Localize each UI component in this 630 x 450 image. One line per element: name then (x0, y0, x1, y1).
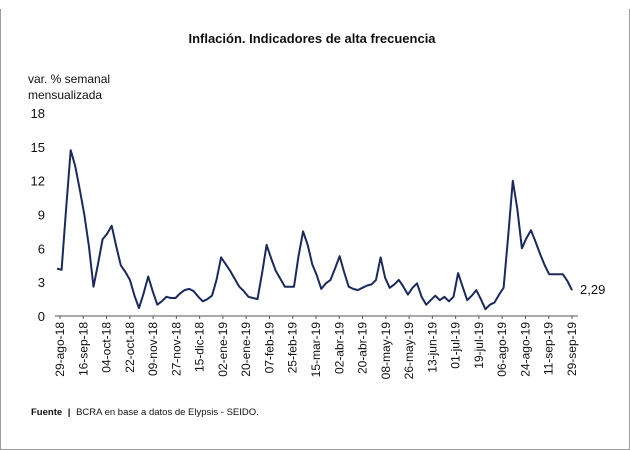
x-tick-label: 19-jul-19 (472, 322, 486, 369)
y-tick-label: 0 (38, 309, 45, 324)
x-tick-label: 26-may-19 (402, 322, 416, 380)
x-tick-labels: 29-ago-18 16-sep-18 04-oct-18 22-oct-18 09-n… (53, 322, 579, 380)
x-tick-label: 04-oct-18 (100, 322, 114, 373)
x-tick-label: 20-abr-19 (356, 322, 370, 374)
x-tick-label: 22-oct-18 (123, 322, 137, 373)
y-tick-label: 15 (31, 140, 45, 155)
x-tick-label: 29-ago-18 (53, 322, 67, 377)
chart-title: Inflación. Indicadores de alta frecuenci… (188, 31, 436, 46)
y-axis-label-line-2: mensualizada (28, 88, 102, 102)
x-tick-label: 16-sep-18 (76, 322, 90, 376)
x-tick-label: 13-jun-19 (425, 322, 439, 373)
x-tick-label: 15-dic-18 (193, 322, 207, 372)
x-tick-label: 29-sep-19 (565, 322, 579, 376)
x-tick-label: 08-may-19 (379, 322, 393, 380)
y-tick-label: 12 (31, 174, 45, 189)
y-tick-labels: 0 3 6 9 12 15 18 (31, 106, 45, 324)
x-tick-label: 01-jul-19 (449, 322, 463, 369)
x-tick-label: 09-nov-18 (146, 322, 160, 376)
x-tick-label: 06-ago-19 (495, 322, 509, 377)
source-note: Fuente | BCRA en base a datos de Elypsis… (31, 407, 259, 418)
x-tick-label: 02-ene-19 (216, 322, 230, 377)
x-tick-label: 25-feb-19 (286, 322, 300, 374)
y-tick-label: 3 (38, 275, 45, 290)
x-tick-label: 02-abr-19 (332, 322, 346, 374)
x-tick-label: 07-feb-19 (262, 322, 276, 374)
x-tick-label: 24-ago-19 (518, 322, 532, 377)
source-text: BCRA en base a datos de Elypsis - SEIDO. (76, 407, 259, 418)
x-tick-label: 11-sep-19 (542, 322, 556, 375)
x-tick-label: 15-mar-19 (309, 322, 323, 378)
y-tick-label: 9 (38, 208, 45, 223)
x-tick-label: 20-ene-19 (239, 322, 253, 377)
source-separator: | (68, 407, 71, 418)
x-tick-label: 27-nov-18 (169, 322, 183, 376)
x-tick-marks (59, 316, 573, 319)
end-value-label: 2,29 (580, 282, 605, 297)
y-tick-label: 18 (31, 106, 45, 121)
series-line (56, 149, 573, 311)
y-tick-label: 6 (38, 241, 45, 256)
source-label: Fuente (31, 407, 62, 418)
y-axis-label-line-1: var. % semanal (28, 72, 110, 86)
